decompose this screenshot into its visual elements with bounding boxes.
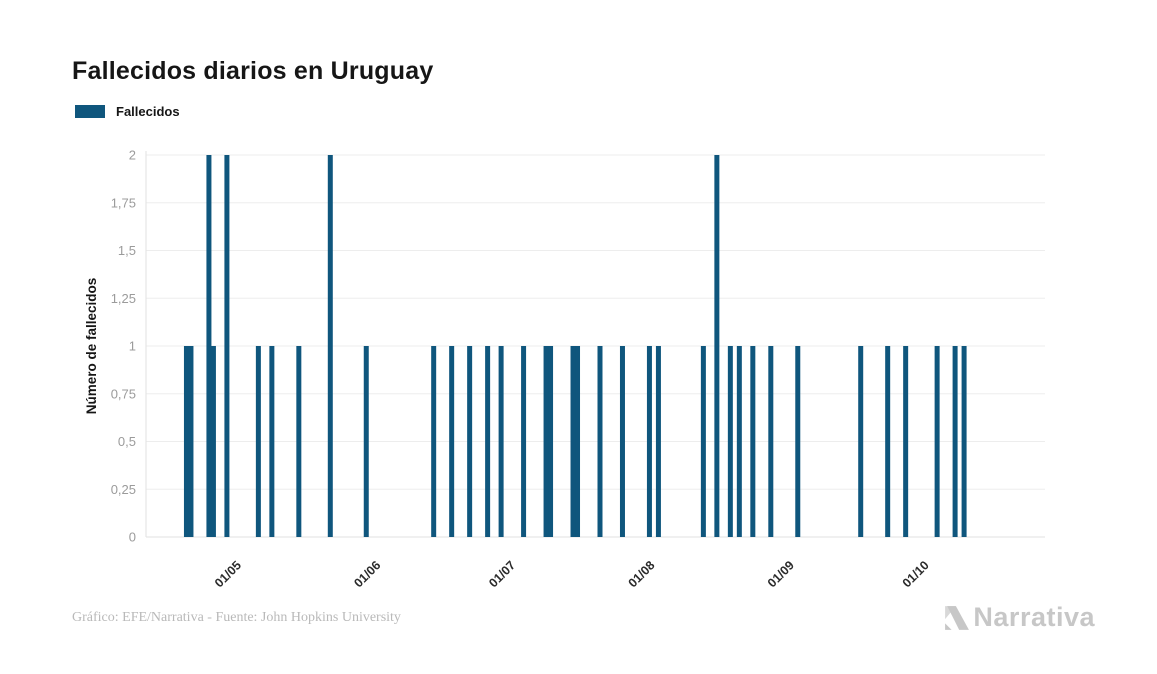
x-tick-label: 01/09 bbox=[765, 558, 797, 590]
bar bbox=[934, 346, 940, 537]
bar bbox=[210, 346, 216, 537]
bar bbox=[498, 346, 504, 537]
bar bbox=[858, 346, 864, 537]
bar bbox=[903, 346, 909, 537]
bar bbox=[521, 346, 527, 537]
bar bbox=[206, 155, 212, 537]
x-tick-label: 01/08 bbox=[626, 558, 658, 590]
bar bbox=[961, 346, 967, 537]
chart-title: Fallecidos diarios en Uruguay bbox=[72, 56, 434, 85]
bar bbox=[700, 346, 706, 537]
x-tick-label: 01/10 bbox=[900, 558, 932, 590]
x-tick-label: 01/06 bbox=[351, 558, 383, 590]
y-tick-label: 1,5 bbox=[118, 243, 136, 258]
bar bbox=[655, 346, 661, 537]
bar bbox=[727, 346, 733, 537]
y-tick-label: 1,75 bbox=[111, 195, 136, 210]
y-tick-label: 0,25 bbox=[111, 482, 136, 497]
bar bbox=[543, 346, 549, 537]
bar bbox=[597, 346, 603, 537]
bar bbox=[619, 346, 625, 537]
legend-swatch bbox=[75, 105, 105, 118]
y-tick-label: 0 bbox=[129, 530, 136, 545]
bar bbox=[224, 155, 230, 537]
bar bbox=[431, 346, 437, 537]
bar bbox=[952, 346, 958, 537]
bar bbox=[795, 346, 801, 537]
narrativa-logo: Narrativa bbox=[944, 602, 1095, 633]
bar bbox=[449, 346, 455, 537]
bar bbox=[363, 346, 369, 537]
bar bbox=[485, 346, 491, 537]
bar bbox=[327, 155, 333, 537]
y-tick-label: 2 bbox=[129, 148, 136, 163]
x-tick-label: 01/07 bbox=[486, 558, 518, 590]
bar bbox=[736, 346, 742, 537]
bar bbox=[768, 346, 774, 537]
source-credit: Gráfico: EFE/Narrativa - Fuente: John Ho… bbox=[72, 610, 401, 625]
narrativa-logo-icon bbox=[945, 605, 970, 630]
bar bbox=[714, 155, 720, 537]
y-axis-title: Número de fallecidos bbox=[84, 278, 99, 415]
bar bbox=[575, 346, 581, 537]
bar bbox=[548, 346, 554, 537]
bar bbox=[296, 346, 302, 537]
legend-label: Fallecidos bbox=[116, 104, 180, 119]
y-tick-label: 1,25 bbox=[111, 291, 136, 306]
bar bbox=[183, 346, 189, 537]
bar bbox=[750, 346, 756, 537]
narrativa-logo-text: Narrativa bbox=[973, 602, 1095, 632]
bar bbox=[188, 346, 194, 537]
legend: Fallecidos bbox=[75, 104, 180, 119]
bar bbox=[255, 346, 261, 537]
bar bbox=[467, 346, 473, 537]
bar bbox=[570, 346, 576, 537]
bar bbox=[885, 346, 891, 537]
bar bbox=[269, 346, 275, 537]
bar bbox=[646, 346, 652, 537]
y-tick-label: 0,5 bbox=[118, 434, 136, 449]
y-tick-label: 0,75 bbox=[111, 386, 136, 401]
x-tick-label: 01/05 bbox=[212, 558, 244, 590]
y-tick-label: 1 bbox=[129, 339, 136, 354]
